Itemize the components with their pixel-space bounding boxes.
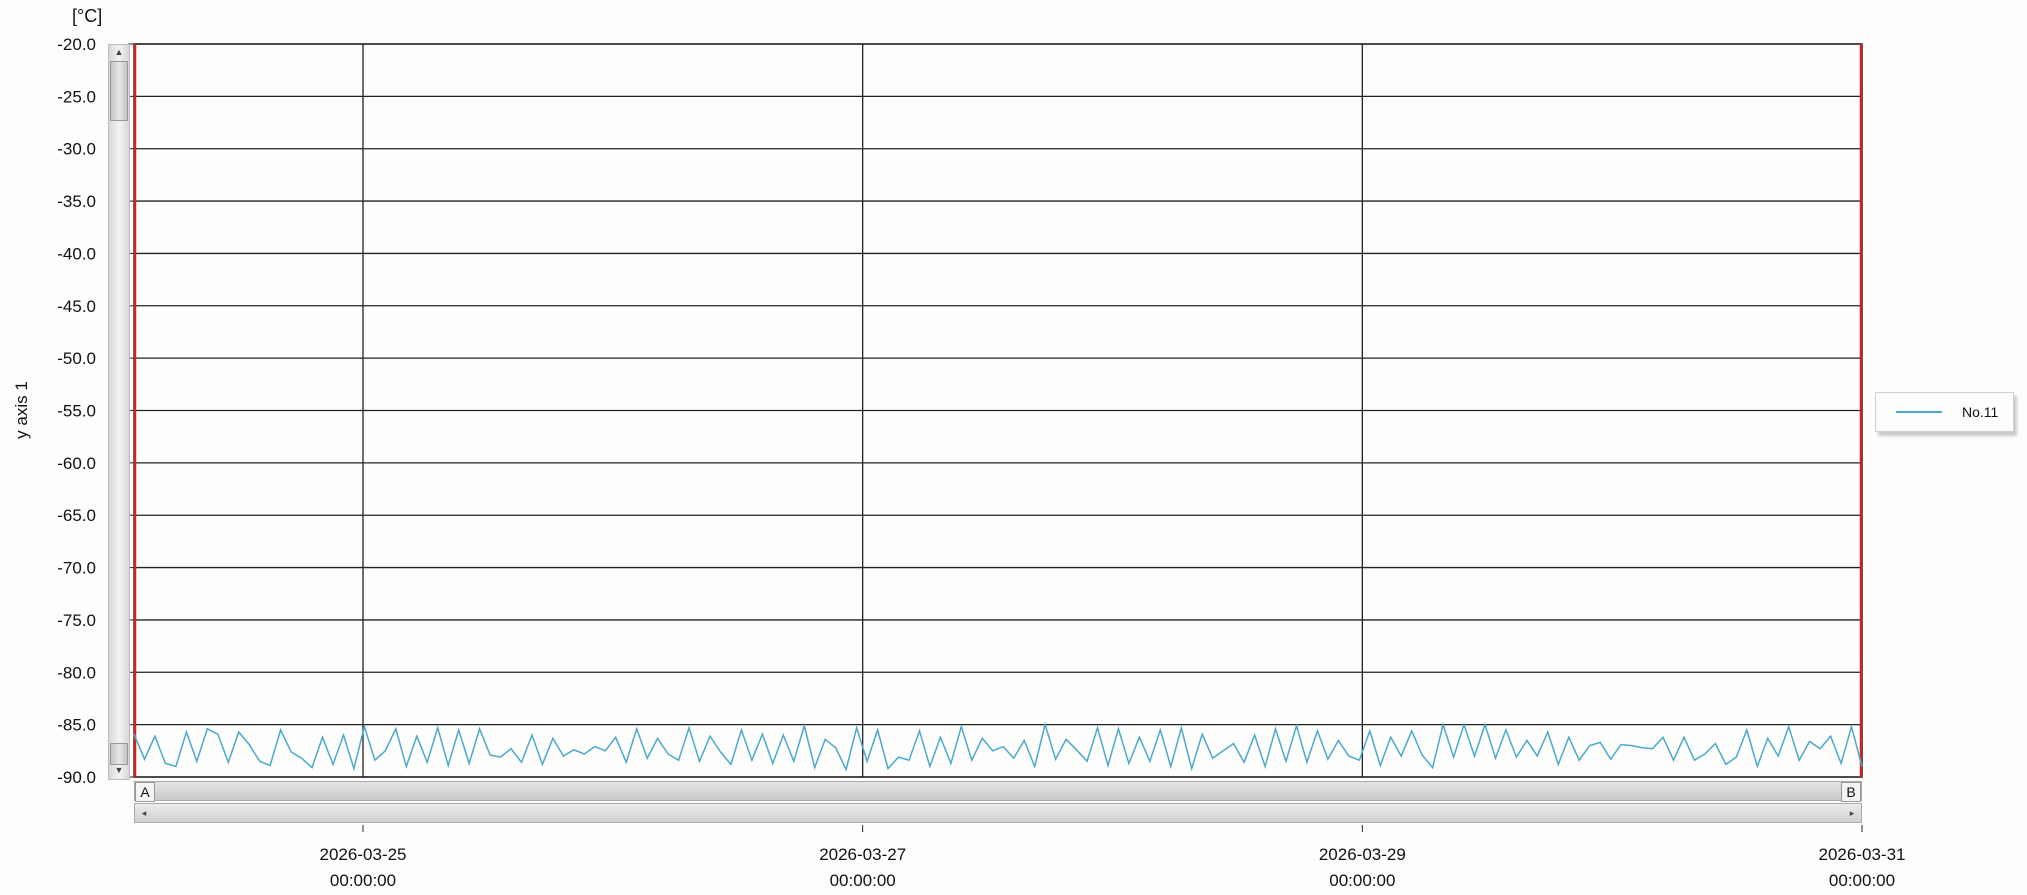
y-tick-label: -90.0 [57, 768, 96, 787]
cursor-a-marker[interactable]: A [135, 782, 155, 802]
cursor-b-marker[interactable]: B [1841, 782, 1861, 802]
x-tick-label-time: 00:00:00 [330, 871, 396, 890]
y-tick-label: -45.0 [57, 297, 96, 316]
x-tick-label-date: 2026-03-29 [1319, 845, 1406, 864]
y-tick-labels: -20.0 -25.0 -30.0 -35.0 -40.0 -45.0 -50.0 -55.0… [57, 35, 96, 787]
series-line-No.11 [133, 721, 1863, 772]
y-tick-label: -55.0 [57, 402, 96, 421]
scroll-down-arrow-icon[interactable]: ▼ [114, 765, 124, 775]
legend: No.11 [1875, 392, 2014, 432]
x-tick-labels: 2026-03-25 00:00:00 2026-03-27 00:00:00 2026… [320, 845, 1906, 890]
y-tick-label: -70.0 [57, 559, 96, 578]
y-tick-label: -80.0 [57, 663, 96, 682]
y-tick-label: -25.0 [57, 87, 96, 106]
x-tick-label-time: 00:00:00 [1829, 871, 1895, 890]
y-tick-label: -20.0 [57, 35, 96, 54]
x-tick-label-time: 00:00:00 [830, 871, 896, 890]
y-tick-label: -30.0 [57, 140, 96, 159]
x-tick-label-date: 2026-03-25 [320, 845, 407, 864]
scroll-right-arrow-icon[interactable]: ▸ [1849, 808, 1855, 818]
x-tick-label-date: 2026-03-27 [819, 845, 906, 864]
y-tick-label: -35.0 [57, 192, 96, 211]
y-unit-label: [°C] [72, 6, 103, 26]
scrollbar-thumb-bottom[interactable] [110, 743, 128, 765]
vertical-gridlines [133, 44, 1863, 832]
scroll-up-arrow-icon[interactable]: ▲ [114, 47, 124, 57]
scroll-left-arrow-icon[interactable]: ◂ [141, 808, 147, 818]
horizontal-gridlines [128, 43, 1863, 778]
legend-label: No.11 [1962, 404, 1999, 420]
series-layer [133, 721, 1863, 772]
vertical-scrollbar[interactable]: ▲ ▼ [108, 44, 130, 780]
y-tick-label: -60.0 [57, 454, 96, 473]
y-tick-label: -85.0 [57, 716, 96, 735]
x-tick-label-time: 00:00:00 [1329, 871, 1395, 890]
horizontal-scrollbar[interactable]: A B ◂ ▸ [134, 781, 1862, 825]
x-tick-label-date: 2026-03-31 [1819, 845, 1906, 864]
y-tick-label: -75.0 [57, 611, 96, 630]
scrollbar-thumb-top[interactable] [110, 61, 128, 121]
y-tick-label: -50.0 [57, 349, 96, 368]
legend-swatch [1896, 411, 1942, 413]
horizontal-scroll-track[interactable] [134, 803, 1862, 823]
y-tick-label: -65.0 [57, 506, 96, 525]
y-tick-label: -40.0 [57, 244, 96, 263]
cursor-range-track[interactable]: A B [134, 781, 1862, 802]
